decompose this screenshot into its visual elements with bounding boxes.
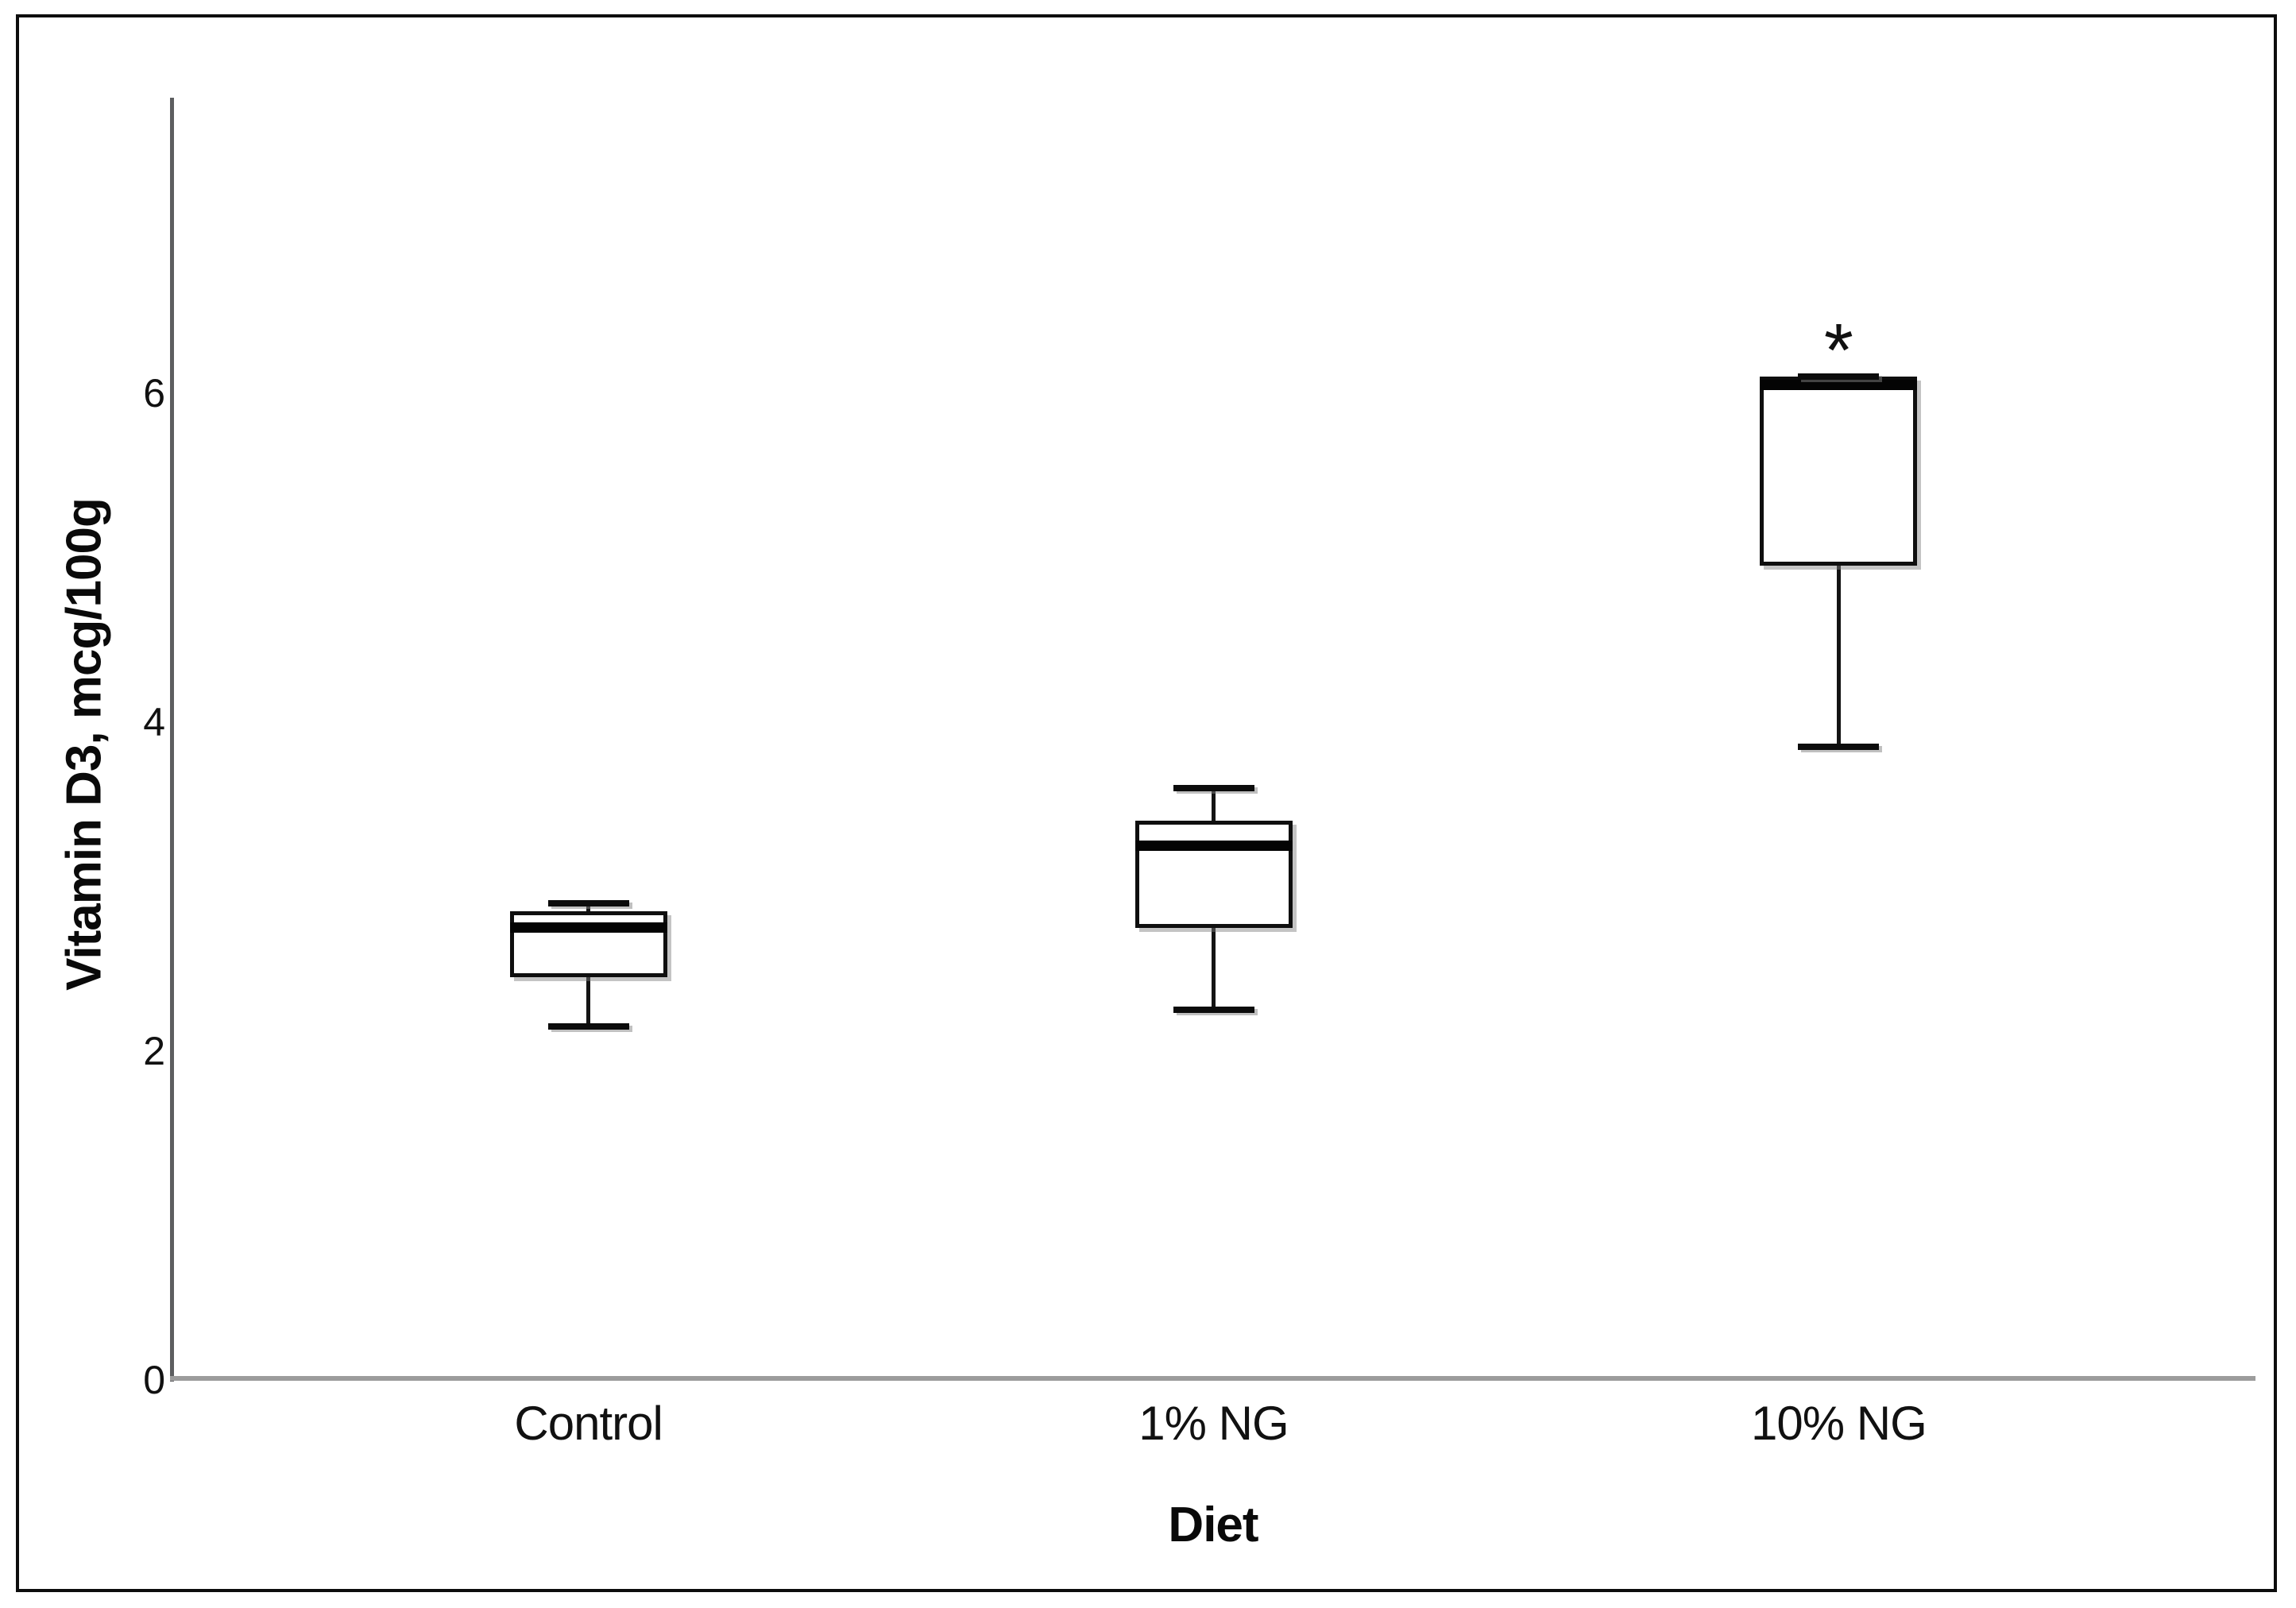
median-line-1-ng (1134, 840, 1293, 851)
median-line-control (509, 922, 667, 933)
whisker-lower-1-ng (1212, 926, 1216, 1011)
box-1-ng (1134, 821, 1293, 928)
x-axis-line (170, 1376, 2255, 1381)
whisker-cap-lower-1-ng (1173, 1007, 1254, 1014)
y-axis-title: Vitamin D3, mcg/100g (56, 498, 112, 991)
whisker-cap-lower-control (547, 1022, 629, 1030)
y-tick-label-6: 6 (143, 371, 165, 416)
whisker-upper-control (586, 903, 591, 914)
category-label-10-ng: 10% NG (1751, 1397, 1927, 1450)
whisker-upper-1-ng (1212, 787, 1216, 823)
box-10-ng (1760, 377, 1918, 566)
y-tick-label-2: 2 (143, 1029, 165, 1073)
category-label-1-ng: 1% NG (1138, 1397, 1289, 1450)
whisker-cap-upper-control (547, 899, 629, 906)
y-tick-label-0: 0 (143, 1358, 165, 1402)
y-tick-label-4: 4 (143, 700, 165, 744)
whisker-cap-upper-1-ng (1173, 784, 1254, 791)
median-line-10-ng (1760, 380, 1918, 391)
figure-frame (16, 14, 2277, 1592)
category-label-control: Control (514, 1397, 663, 1450)
whisker-lower-control (586, 975, 591, 1026)
whisker-cap-lower-10-ng (1798, 744, 1880, 751)
whisker-cap-upper-10-ng (1798, 373, 1880, 381)
y-axis-line (170, 98, 174, 1382)
x-axis-title: Diet (1168, 1498, 1258, 1552)
box-control (509, 911, 667, 977)
whisker-lower-10-ng (1836, 564, 1841, 748)
significance-asterisk: * (1823, 308, 1853, 393)
